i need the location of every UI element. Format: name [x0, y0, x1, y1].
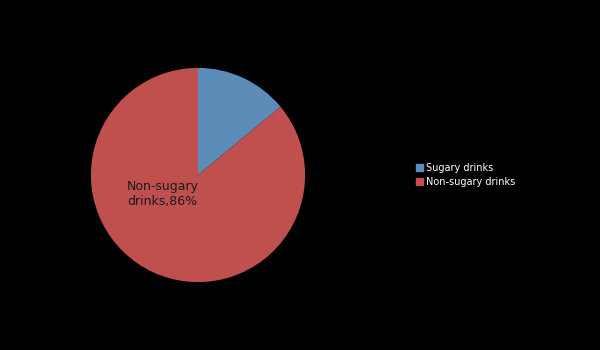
Legend: Sugary drinks, Non-sugary drinks: Sugary drinks, Non-sugary drinks — [413, 160, 518, 190]
Wedge shape — [198, 68, 281, 175]
Wedge shape — [91, 68, 305, 282]
Text: Non-sugary
drinks,86%: Non-sugary drinks,86% — [127, 180, 199, 208]
